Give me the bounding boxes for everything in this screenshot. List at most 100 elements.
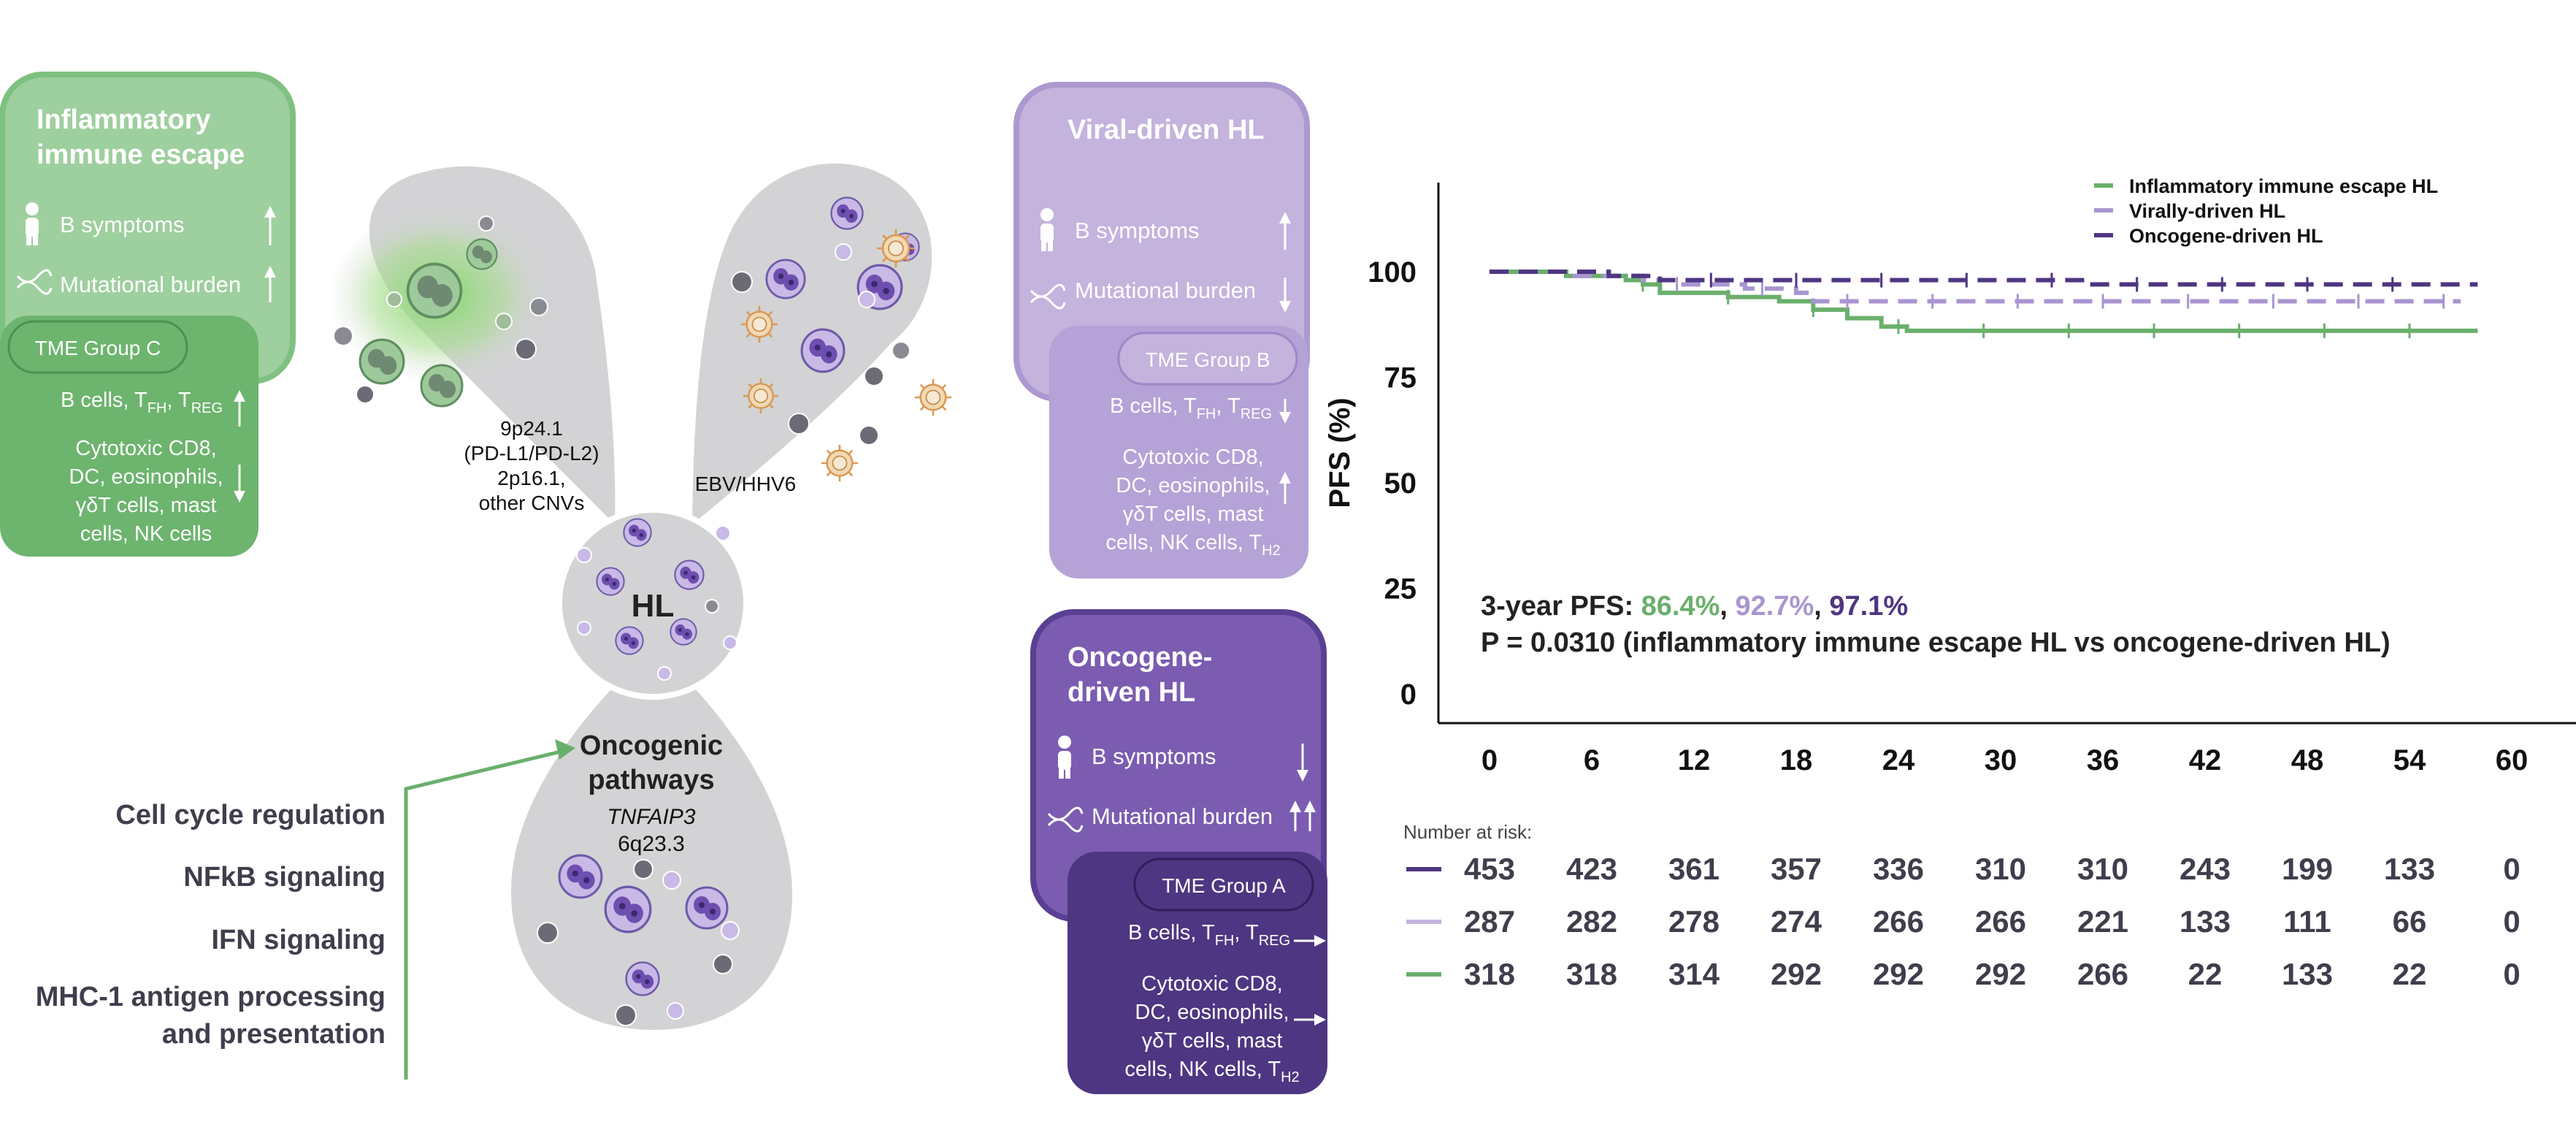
virus-particle (821, 444, 859, 482)
tme-group-a-label: TME Group A (1162, 874, 1286, 897)
arrow-up-icon (264, 206, 276, 245)
inflammatory-tme-card (0, 316, 258, 557)
oncogenic-pathways-title: Oncogenic (580, 730, 723, 761)
risk-table-value: 336 (1873, 852, 1924, 886)
copy-number-label: 9p24.1 (500, 417, 563, 440)
km-y-tick-label: 0 (1400, 679, 1417, 711)
pathway-item: NFkB signaling (183, 862, 386, 893)
viral-title: Viral-driven HL (1067, 115, 1265, 145)
small-cell (705, 599, 719, 614)
small-cell (715, 525, 731, 541)
arrow-right-icon (1294, 935, 1326, 947)
purple-hrs-cell (830, 196, 864, 230)
risk-table-value: 66 (2393, 904, 2427, 939)
arrow-down-icon (1279, 278, 1291, 313)
oncogene-mutational-burden: Mutational burden (1092, 803, 1273, 829)
arrow-right-icon (1294, 1014, 1326, 1026)
inflammatory-b-cells: B cells, TFH, TREG (61, 389, 223, 416)
ebv-label: EBV/HHV6 (695, 473, 797, 495)
person-icon (1040, 208, 1054, 251)
arrow-up-icon (1279, 472, 1291, 504)
small-cell (333, 326, 353, 346)
risk-table-value: 292 (1975, 957, 2026, 991)
tme-group-b-pill (1117, 332, 1298, 386)
cyto-line: γδT cells, mast (76, 494, 217, 517)
km-legend: Inflammatory immune escape HL Virally-dri… (2094, 175, 2438, 247)
small-cell (537, 922, 559, 944)
risk-table-value: 292 (1873, 957, 1924, 991)
risk-table-value: 292 (1771, 957, 1822, 991)
small-cell (723, 635, 737, 650)
risk-table-value: 282 (1566, 904, 1617, 939)
green-hrs-cell (406, 262, 463, 319)
green-hrs-cell (466, 238, 498, 270)
cyto-line: γδT cells, mast (1123, 503, 1264, 526)
risk-table-value: 133 (2180, 904, 2231, 939)
km-y-tick-label: 75 (1384, 362, 1417, 394)
risk-table-value: 133 (2384, 852, 2435, 886)
km-x-tick-label: 30 (1985, 744, 2017, 776)
risk-table-value: 423 (1566, 852, 1617, 886)
small-cell (662, 871, 681, 890)
left-blob-labels: 9p24.1 (PD-L1/PD-L2) 2p16.1, other CNVs (464, 417, 599, 514)
km-pvalue: P = 0.0310 (inflammatory immune escape H… (1481, 627, 2391, 658)
bottom-blob (511, 672, 792, 1030)
purple-hrs-cell (625, 961, 660, 996)
cyto-line: Cytotoxic CD8, (75, 437, 216, 460)
small-cell (386, 291, 402, 308)
green-hrs-cell (359, 338, 405, 385)
cyto-line: Cytotoxic CD8, (1122, 446, 1263, 469)
risk-table-value: 0 (2503, 904, 2520, 939)
km-legend-label: Virally-driven HL (2129, 200, 2285, 222)
purple-hrs-cell (615, 626, 644, 655)
km-legend-label: Inflammatory immune escape HL (2129, 175, 2438, 197)
tme-group-c-pill (7, 320, 188, 374)
pathway-item: and presentation (162, 1019, 386, 1050)
arrow-up-icon (1289, 801, 1316, 831)
risk-table-value: 133 (2282, 957, 2333, 991)
risk-table-value: 199 (2282, 852, 2333, 886)
cyto-line: DC, eosinophils, (1135, 1001, 1289, 1024)
risk-table-value: 314 (1668, 957, 1720, 991)
tme-group-c-label: TME Group C (35, 337, 161, 359)
risk-table-value: 318 (1464, 957, 1515, 991)
arrow-down-icon (1279, 399, 1291, 424)
km-x-tick-label: 60 (2496, 744, 2529, 776)
arrow-down-icon (1297, 744, 1308, 782)
risk-table-value: 310 (1975, 852, 2026, 886)
km-x-tick-label: 12 (1678, 744, 1711, 776)
oncogene-tme-card (1067, 852, 1327, 1094)
km-axes (1437, 183, 2576, 725)
km-y-tick-label: 50 (1384, 467, 1417, 500)
risk-table-value: 266 (1975, 904, 2026, 939)
cyto-line: DC, eosinophils, (1116, 474, 1270, 497)
purple-hrs-cell (800, 328, 846, 373)
km-x-tick-label: 24 (1882, 744, 1915, 776)
inflammatory-cytotoxic: Cytotoxic CD8, DC, eosinophils, γδT cell… (69, 437, 223, 546)
copy-number-label: other CNVs (479, 492, 585, 514)
small-cell (892, 341, 911, 360)
arrow-up-icon (264, 266, 276, 302)
gene-label: TNFAIP3 (607, 805, 695, 829)
risk-table-value: 243 (2180, 852, 2231, 886)
small-cell (721, 921, 740, 940)
viral-b-symptoms: B symptoms (1075, 218, 1200, 243)
viral-cytotoxic: Cytotoxic CD8, DC, eosinophils, γδT cell… (1105, 446, 1280, 559)
km-series (1490, 270, 2478, 338)
oncogene-title: driven HL (1067, 677, 1195, 708)
inflammatory-title: immune escape (37, 140, 245, 170)
pathway-connector (404, 739, 575, 1080)
purple-hrs-cell (604, 885, 652, 933)
pathway-item: MHC-1 antigen processing (36, 982, 386, 1012)
risk-table-value: 274 (1771, 904, 1822, 939)
pathway-list: Cell cycle regulation NFkB signaling IFN… (36, 800, 386, 1050)
purple-hrs-cell (765, 259, 806, 299)
km-pfs-annotation: 3-year PFS: 86.4%, 92.7%, 97.1% (1481, 591, 1908, 622)
oncogene-cytotoxic: Cytotoxic CD8, DC, eosinophils, γδT cell… (1124, 972, 1299, 1085)
pathway-item: Cell cycle regulation (115, 800, 386, 830)
hl-center-blob (556, 507, 749, 700)
viral-b-cells: B cells, TFH, TREG (1110, 394, 1272, 422)
small-cell (577, 621, 591, 635)
small-cell (859, 425, 879, 446)
